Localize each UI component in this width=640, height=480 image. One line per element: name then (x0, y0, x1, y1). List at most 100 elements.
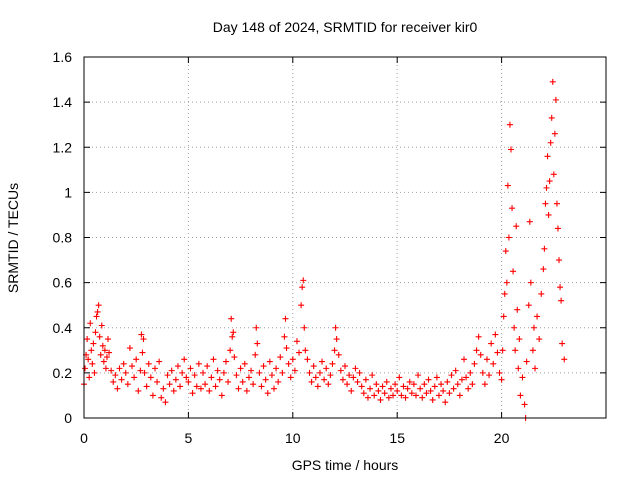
data-point (327, 372, 334, 379)
data-point (486, 372, 493, 379)
data-point (400, 383, 407, 390)
data-point (210, 356, 217, 363)
data-point (106, 349, 113, 356)
data-point (471, 360, 478, 367)
data-point (185, 378, 192, 385)
data-point (105, 336, 112, 343)
data-point (454, 381, 461, 388)
data-point (548, 114, 555, 121)
y-axis-title: SRMTID / TECUs (5, 183, 21, 293)
data-point (239, 378, 246, 385)
data-point (354, 378, 361, 385)
data-point (154, 378, 161, 385)
data-point (446, 390, 453, 397)
data-point (410, 381, 417, 388)
data-point (114, 385, 121, 392)
data-point (228, 315, 235, 322)
data-point (87, 320, 94, 327)
data-point (385, 394, 392, 401)
data-point (233, 372, 240, 379)
data-point (177, 383, 184, 390)
x-tick-label: 15 (389, 430, 405, 446)
data-point (89, 360, 96, 367)
data-point (511, 324, 518, 331)
data-point (536, 336, 543, 343)
data-point (532, 365, 539, 372)
x-tick-label: 5 (185, 430, 193, 446)
data-point (120, 360, 127, 367)
data-point (101, 347, 108, 354)
data-point (323, 365, 330, 372)
data-point (367, 385, 374, 392)
data-point (241, 360, 248, 367)
data-point (197, 385, 204, 392)
data-point (329, 360, 336, 367)
data-point (506, 121, 513, 128)
data-point (473, 347, 480, 354)
data-point (465, 385, 472, 392)
data-point (225, 378, 232, 385)
data-point (550, 171, 557, 178)
data-point (452, 367, 459, 374)
data-point (505, 234, 512, 241)
data-point (369, 372, 376, 379)
data-point (342, 363, 348, 370)
data-point (375, 387, 382, 394)
data-point (540, 266, 547, 273)
data-point (448, 372, 455, 379)
data-point (254, 340, 261, 347)
data-point (82, 365, 89, 372)
data-point (494, 349, 501, 356)
data-point (291, 367, 298, 374)
data-point (266, 358, 273, 365)
data-point (525, 302, 532, 309)
data-point (557, 284, 564, 291)
data-point (85, 356, 92, 363)
data-point (444, 378, 451, 385)
data-point (195, 360, 202, 367)
data-point (300, 277, 307, 284)
data-point (507, 146, 514, 153)
data-point (373, 381, 380, 388)
data-point (285, 360, 292, 367)
data-point (122, 369, 129, 376)
data-point (235, 385, 242, 392)
data-point (427, 387, 434, 394)
data-point (214, 367, 221, 374)
data-point (135, 387, 142, 394)
data-point (204, 363, 211, 370)
data-point (425, 376, 432, 383)
data-point (398, 392, 405, 399)
data-points (81, 78, 568, 421)
data-point (499, 347, 506, 354)
data-point (348, 387, 355, 394)
data-point (325, 381, 332, 388)
data-point (544, 153, 551, 160)
data-point (516, 336, 523, 343)
data-point (279, 369, 286, 376)
data-point (131, 374, 138, 381)
data-point (229, 333, 236, 340)
data-point (187, 365, 194, 372)
data-point (556, 257, 563, 264)
data-point (258, 383, 265, 390)
data-point (133, 356, 140, 363)
data-point (92, 329, 99, 336)
data-point (174, 363, 181, 370)
y-tick-label: 0.6 (53, 275, 73, 291)
data-point (502, 248, 509, 255)
data-point (335, 351, 342, 358)
data-point (145, 360, 152, 367)
data-point (231, 354, 238, 361)
data-point (212, 383, 219, 390)
data-point (553, 200, 560, 207)
data-point (149, 392, 156, 399)
data-point (431, 383, 438, 390)
data-point (301, 324, 308, 331)
data-point (248, 367, 255, 374)
data-point (312, 374, 319, 381)
y-tick-label: 0 (64, 410, 72, 426)
data-point (530, 324, 537, 331)
data-point (314, 383, 321, 390)
data-point (170, 387, 177, 394)
